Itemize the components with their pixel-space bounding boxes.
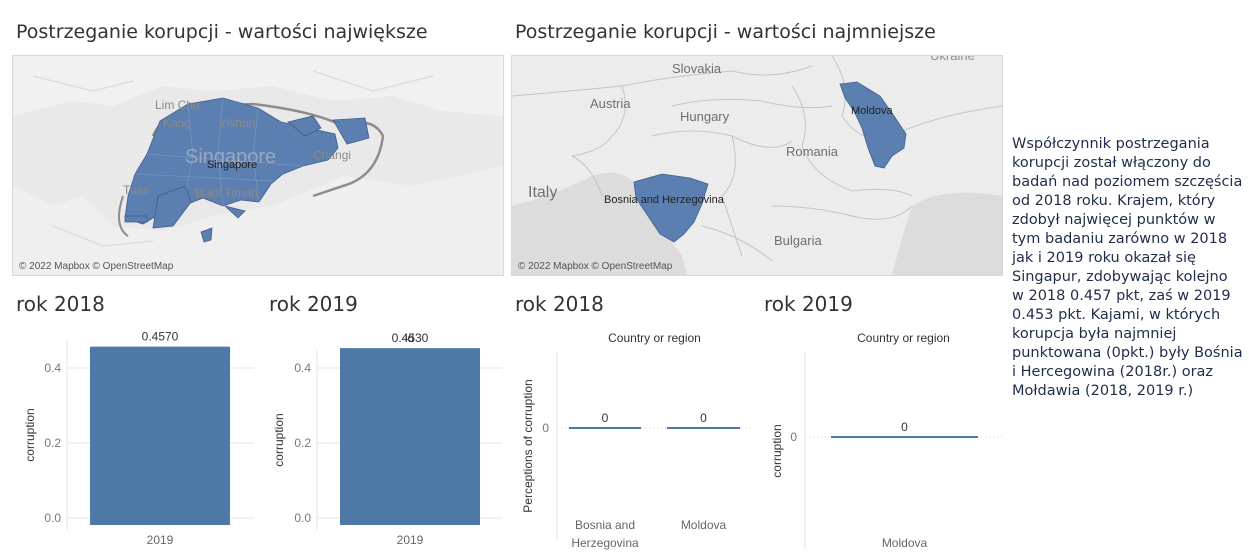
bottom-2019-y-axis-title: corruption	[770, 424, 784, 477]
place-label-austria: Austria	[590, 96, 631, 111]
place-label-hungary: Hungary	[680, 109, 730, 124]
top-2019-header: id	[405, 331, 414, 345]
map-title-largest: Postrzeganie korupcji - wartości najwięk…	[16, 21, 428, 43]
map-credit-left: © 2022 Mapbox © OpenStreetMap	[19, 261, 174, 272]
top-2018-y-tick-2: 0.4	[44, 361, 61, 375]
map-balkans-graphic	[512, 56, 1002, 275]
top-2019-data-label-0: 0.4530	[392, 331, 429, 345]
place-label-italy: Italy	[528, 184, 558, 201]
place-label-romania: Romania	[786, 144, 839, 159]
chart-title-top-2019: rok 2019	[269, 292, 358, 316]
map-title-smallest: Postrzeganie korupcji - wartości najmnie…	[515, 21, 936, 43]
bottom-2018-x-tick-1-line-0: Moldova	[681, 518, 727, 532]
bottom-2019-y-tick-0: 0	[790, 430, 797, 444]
bottom-2018-header: Country or region	[608, 331, 701, 345]
map-balkans[interactable]: Slovakia Austria Hungary Romania Italy B…	[511, 55, 1003, 276]
bottom-2018-bar-1	[667, 427, 740, 429]
map-credit-right: © 2022 Mapbox © OpenStreetMap	[518, 261, 673, 272]
bottom-2018-x-tick-0-line-1: Herzegovina	[571, 536, 639, 550]
bottom-2019-x-tick-0-line-0: Moldova	[882, 536, 928, 550]
bottom-2019-data-label-0: 0	[901, 420, 908, 434]
description-note: Współczynnik postrzegania korupcji zosta…	[1012, 136, 1243, 399]
place-label-singapore-large: Singapore	[185, 146, 277, 168]
top-2018-data-label-0: 0.4570	[142, 330, 179, 344]
top-2018-y-tick-1: 0.2	[44, 436, 61, 450]
top-2018-bar-0	[90, 346, 230, 525]
bottom-2018-y-tick-0: 0	[542, 421, 549, 435]
top-2018-x-tick-0: 2019	[147, 533, 174, 547]
place-label-changi: Changi	[313, 148, 352, 162]
bottom-2018-y-axis-title: Perceptions of corruption	[521, 379, 535, 512]
top-2018-y-tick-0: 0.0	[44, 511, 61, 525]
bottom-2018-data-label-1: 0	[700, 411, 707, 425]
place-label-yishun: Yishun	[219, 116, 256, 130]
top-2019-y-tick-2: 0.4	[294, 361, 311, 375]
place-label-slovakia: Slovakia	[672, 61, 722, 76]
bottom-2018-bar-0	[569, 427, 641, 429]
map-singapore-graphic	[13, 56, 503, 275]
bottom-2019-header: Country or region	[857, 331, 950, 345]
place-label-kang: Kang	[163, 116, 192, 130]
country-label-bosnia: Bosnia and Herzegovina	[604, 194, 724, 206]
chart-title-bottom-2018: rok 2018	[515, 292, 604, 316]
place-label-ukraine: Ukraine	[930, 55, 975, 63]
map-singapore[interactable]: Lim Chu Kang Yishun Singapore Changi Tua…	[12, 55, 504, 276]
top-2018-y-axis-title: corruption	[23, 408, 37, 461]
country-label-moldova: Moldova	[851, 105, 893, 117]
place-label-bulgaria: Bulgaria	[774, 233, 822, 248]
place-label-bukit-timah: Bukit Timah	[195, 186, 258, 200]
country-label-singapore: Singapore	[207, 159, 258, 171]
bottom-2018-x-tick-0-line-0: Bosnia and	[575, 518, 635, 532]
top-2019-y-tick-1: 0.2	[294, 436, 311, 450]
top-2019-y-axis-title: corruption	[272, 413, 286, 466]
bottom-2018-data-label-0: 0	[602, 411, 609, 425]
top-2019-x-tick-0: 2019	[397, 533, 424, 547]
chart-title-top-2018: rok 2018	[16, 292, 105, 316]
chart-title-bottom-2019: rok 2019	[764, 292, 853, 316]
place-label-lim-chu: Lim Chu	[155, 98, 200, 112]
top-2019-y-tick-0: 0.0	[294, 511, 311, 525]
place-label-tuas: Tuas	[123, 183, 150, 197]
top-2019-bar-0	[340, 348, 480, 525]
bottom-2019-bar-0	[831, 436, 978, 438]
